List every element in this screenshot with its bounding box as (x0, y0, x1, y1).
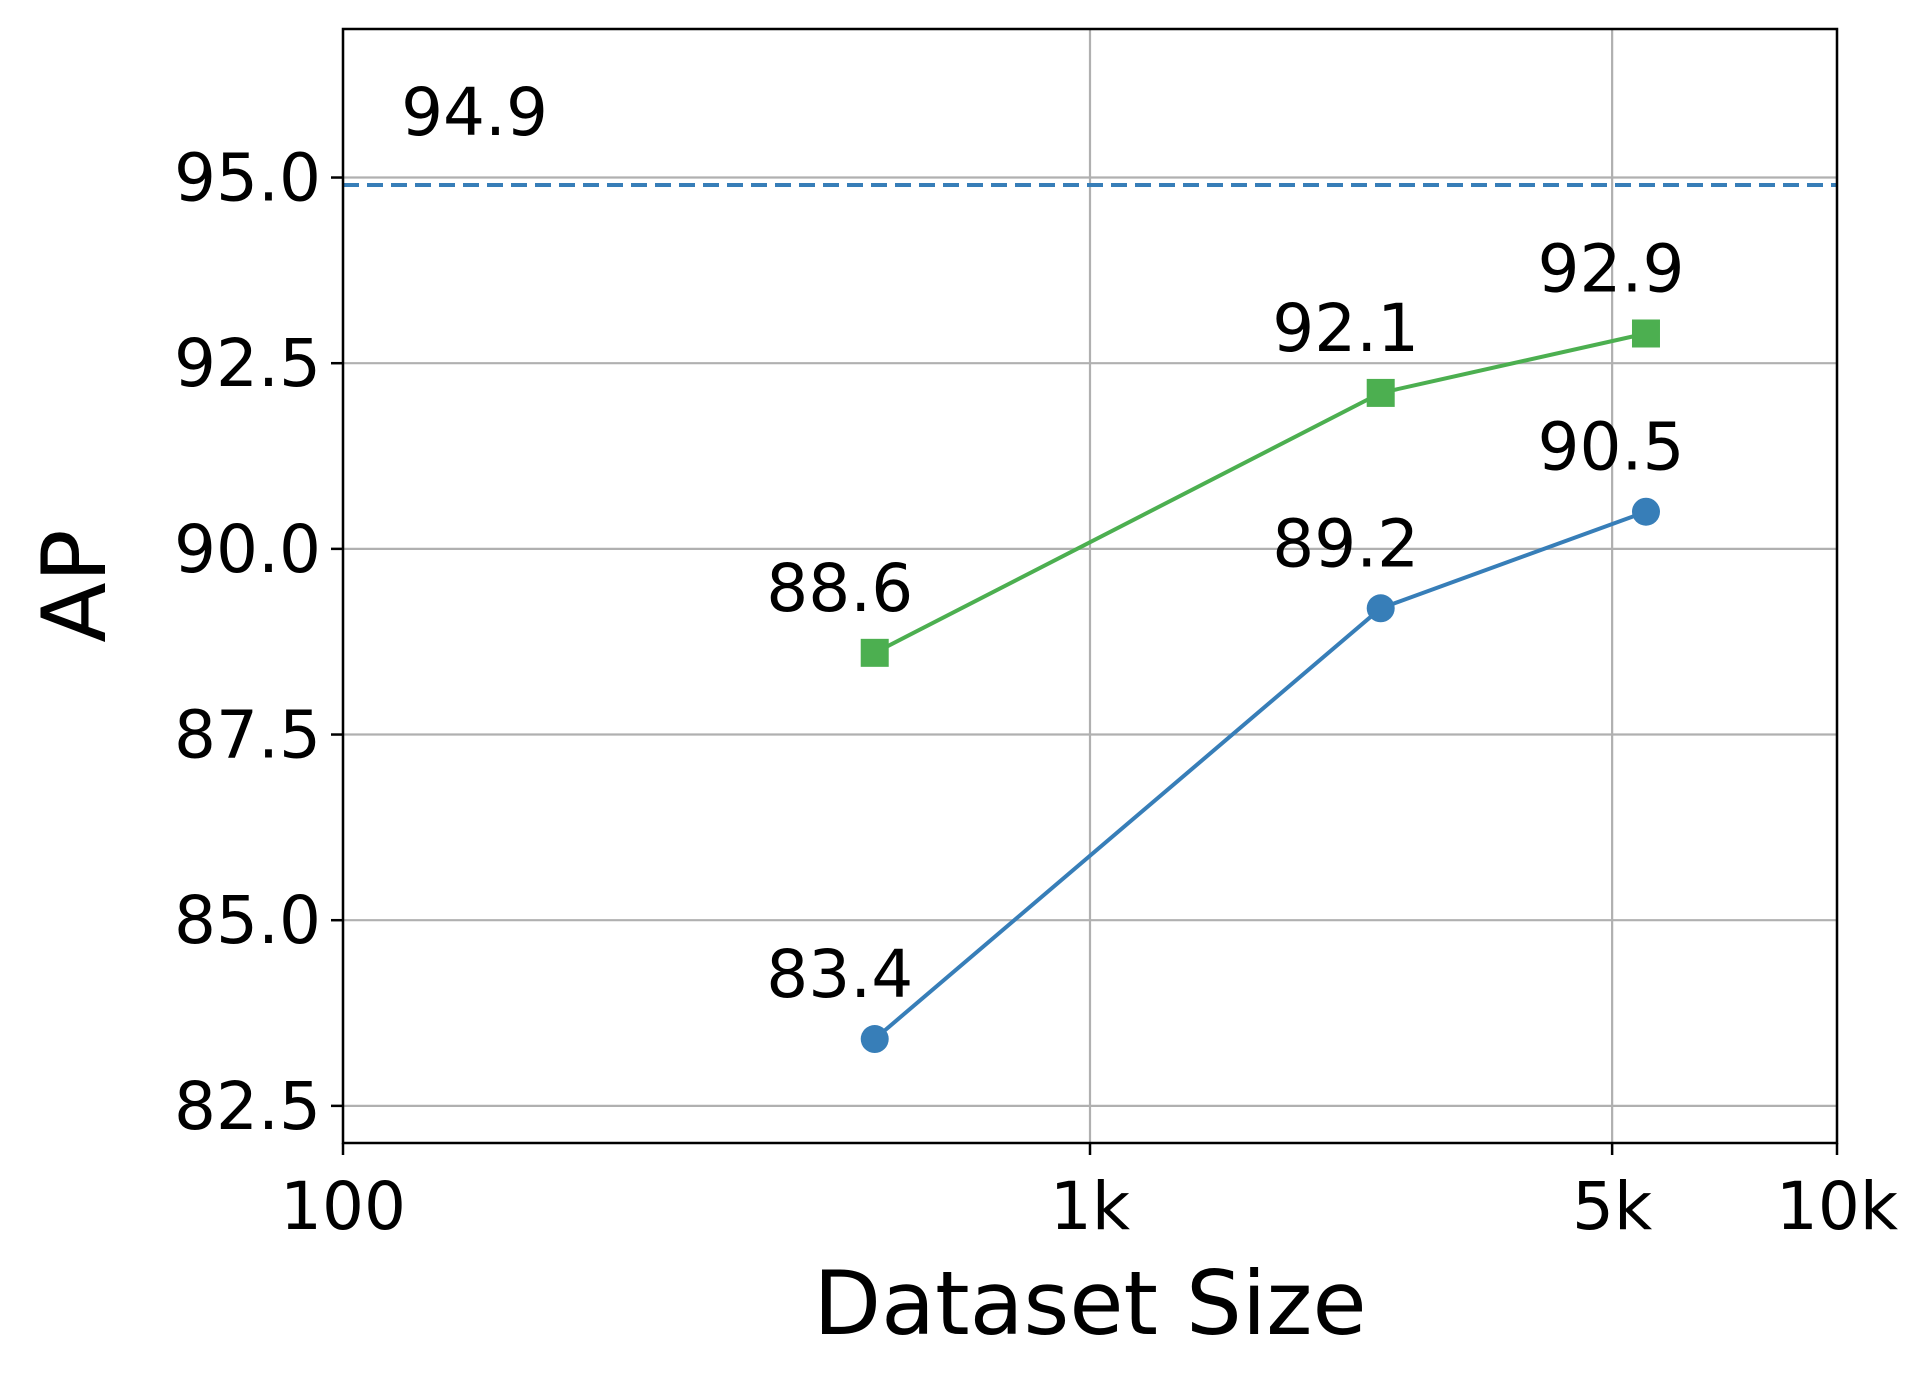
series-0-marker (1631, 319, 1660, 348)
series-1-data-label: 83.4 (766, 936, 913, 1013)
reference-line-label: 94.9 (401, 74, 548, 151)
series-1-data-label: 89.2 (1272, 505, 1419, 582)
y-tick-label: 85.0 (174, 882, 321, 959)
series-0-marker (1366, 378, 1395, 407)
series-0-data-label: 88.6 (766, 550, 913, 627)
x-tick-label: 5k (1572, 1168, 1653, 1245)
y-tick-label: 92.5 (174, 325, 321, 402)
series-0-marker (860, 638, 889, 667)
y-tick-label: 82.5 (174, 1068, 321, 1145)
y-axis-title: AP (23, 529, 126, 642)
data-labels-layer: 94.9 88.6 92.1 92.9 83.4 89.2 90.5 (401, 74, 1684, 1013)
series-1-marker (1631, 497, 1660, 526)
series-0-data-label: 92.9 (1538, 230, 1685, 307)
x-tick-label: 10k (1776, 1168, 1899, 1245)
y-tick-label: 95.0 (174, 140, 321, 217)
series-1-marker (860, 1025, 889, 1054)
series-0-data-label: 92.1 (1272, 290, 1419, 367)
ticks-layer: 82.5 85.0 87.5 90.0 92.5 95.0 100 1k 5k 10k (174, 140, 1899, 1245)
series-1-marker (1366, 594, 1395, 623)
y-tick-label: 90.0 (174, 511, 321, 588)
x-tick-label: 1k (1050, 1168, 1131, 1245)
series-line-0 (873, 331, 1647, 655)
series-layer (860, 319, 1660, 1054)
x-tick-label: 100 (280, 1168, 406, 1245)
series-line-1 (873, 509, 1647, 1041)
grid-layer (341, 29, 1839, 1143)
series-1-data-label: 90.5 (1538, 409, 1685, 486)
x-axis-title: Dataset Size (813, 1252, 1366, 1355)
y-tick-label: 87.5 (174, 697, 321, 774)
